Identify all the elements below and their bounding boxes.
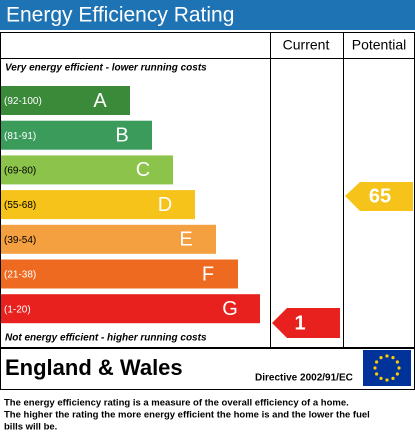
region: England & Wales bbox=[5, 355, 183, 380]
band-range: (21-38) bbox=[4, 270, 36, 281]
eu-star bbox=[395, 360, 399, 364]
band-range: (69-80) bbox=[4, 166, 36, 177]
directive: Directive 2002/91/EC bbox=[255, 373, 353, 384]
band-range: (92-100) bbox=[4, 96, 42, 107]
band-bar bbox=[1, 224, 216, 254]
band-letter: D bbox=[158, 194, 172, 216]
eu-star bbox=[385, 354, 389, 358]
band-range: (81-91) bbox=[4, 131, 36, 142]
band-bar bbox=[1, 190, 195, 220]
band-letter: F bbox=[202, 263, 214, 285]
band-bar bbox=[1, 86, 130, 115]
band-range: (55-68) bbox=[4, 200, 36, 211]
band-bar bbox=[1, 294, 260, 324]
band-letter: C bbox=[136, 159, 150, 181]
current-arrow bbox=[272, 308, 340, 338]
eu-star bbox=[379, 376, 383, 380]
eu-star bbox=[395, 372, 399, 376]
column-header: Current bbox=[283, 37, 330, 53]
footer-text: The energy efficiency rating is a measur… bbox=[4, 398, 349, 409]
eu-star bbox=[391, 376, 395, 380]
band-bar bbox=[1, 120, 152, 150]
eu-star bbox=[375, 372, 379, 376]
potential-arrow bbox=[345, 182, 413, 211]
band-bar bbox=[1, 155, 173, 185]
potential-rating: 65 bbox=[369, 185, 391, 207]
eu-star bbox=[397, 366, 401, 370]
footer-text: The higher the rating the more energy ef… bbox=[4, 410, 370, 421]
band-letter: A bbox=[93, 90, 107, 112]
eu-star bbox=[379, 356, 383, 360]
band-letter: G bbox=[222, 298, 238, 320]
title-bar bbox=[0, 0, 415, 30]
current-rating: 1 bbox=[294, 312, 305, 334]
bottom-note: Not energy efficient - higher running co… bbox=[5, 333, 207, 344]
band-bar bbox=[1, 259, 238, 289]
band-letter: E bbox=[179, 229, 192, 251]
title: Energy Efficiency Rating bbox=[6, 4, 234, 27]
eu-star bbox=[373, 366, 377, 370]
eu-star bbox=[375, 360, 379, 364]
band-range: (39-54) bbox=[4, 235, 36, 246]
eu-star bbox=[385, 378, 389, 382]
footer-text: bills will be. bbox=[4, 422, 57, 433]
top-note: Very energy efficient - lower running co… bbox=[5, 63, 207, 74]
band-range: (1-20) bbox=[4, 304, 31, 315]
band-letter: B bbox=[115, 124, 128, 146]
column-header: Potential bbox=[352, 37, 406, 53]
eu-star bbox=[391, 356, 395, 360]
